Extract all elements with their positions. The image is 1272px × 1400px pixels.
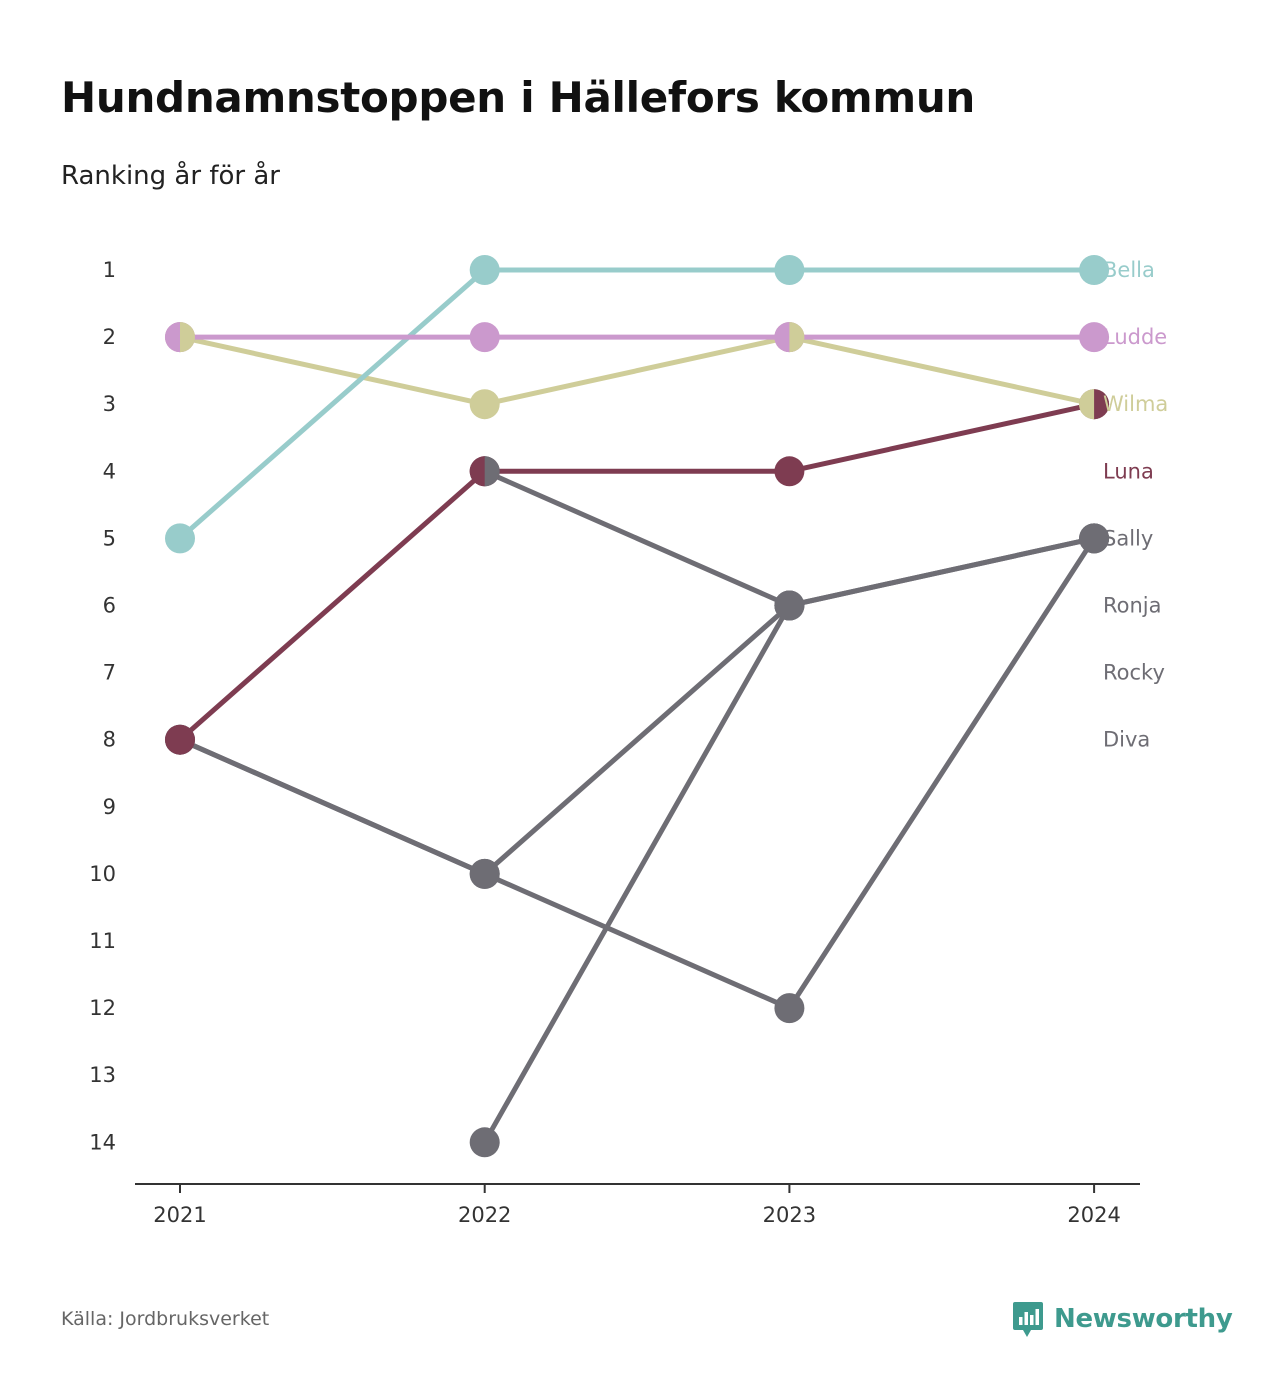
data-point-luna[interactable]: [165, 724, 195, 755]
split-marker-left: [774, 322, 790, 353]
brand-logo[interactable]: Newsworthy: [1012, 1300, 1233, 1338]
series-line-ronja: [786, 535, 1097, 1011]
series-line-luna: [177, 468, 488, 743]
series-label-bella: Bella: [1103, 258, 1155, 282]
data-point-sally[interactable]: [774, 590, 805, 621]
x-tick-label: 2024: [1067, 1203, 1120, 1227]
data-point-bella[interactable]: [469, 255, 500, 285]
series-label-wilma: Wilma: [1103, 392, 1168, 416]
y-tick-label: 4: [103, 459, 116, 483]
series-line-ronja: [482, 871, 792, 1011]
y-tick-label: 7: [103, 661, 116, 685]
series-line-luna: [786, 401, 1097, 474]
series-label-ludde: Ludde: [1103, 325, 1167, 349]
series-line-sally: [482, 468, 792, 608]
brand-name: Newsworthy: [1054, 1304, 1233, 1334]
data-point-ludde[interactable]: [469, 322, 500, 353]
y-tick-label: 2: [103, 325, 116, 349]
data-point-ludde[interactable]: [1079, 322, 1110, 353]
data-point-sally[interactable]: [1079, 523, 1110, 554]
split-marker-right: [484, 456, 500, 487]
series-line-wilma: [177, 334, 488, 407]
y-tick-label: 9: [103, 795, 116, 819]
series-label-luna: Luna: [1103, 459, 1154, 483]
data-point-ronja[interactable]: [469, 858, 500, 889]
chart-subtitle: Ranking år för år: [61, 161, 280, 191]
y-tick-label: 12: [89, 996, 116, 1020]
split-marker-left: [469, 456, 485, 487]
split-marker-left: [165, 322, 180, 353]
y-tick-label: 1: [103, 258, 116, 282]
y-tick-label: 10: [89, 862, 116, 886]
data-point-bella[interactable]: [1079, 255, 1110, 285]
x-tick-label: 2023: [763, 1203, 816, 1227]
y-tick-label: 14: [89, 1130, 116, 1154]
series-line-diva: [482, 603, 792, 877]
source-note: Källa: Jordbruksverket: [61, 1308, 270, 1330]
x-tick-label: 2021: [153, 1203, 206, 1227]
data-point-rocky[interactable]: [469, 1127, 500, 1158]
data-point-luna[interactable]: [774, 456, 805, 487]
data-point-bella[interactable]: [774, 255, 805, 285]
y-tick-label: 8: [103, 728, 116, 752]
chart-title: Hundnamnstoppen i Hällefors kommun: [61, 73, 976, 122]
y-tick-label: 11: [89, 929, 116, 953]
y-tick-label: 3: [103, 392, 116, 416]
data-point-wilma[interactable]: [469, 389, 500, 420]
split-marker-right: [789, 322, 805, 353]
series-labels: Bella Ludde Wilma Luna Sally Ronja Rocky Diva: [1103, 258, 1168, 752]
split-marker-right: [180, 322, 196, 353]
series-line-wilma: [482, 334, 792, 407]
series-label-sally: Sally: [1103, 526, 1153, 550]
series-lines: [177, 267, 1097, 1145]
series-label-diva: Diva: [1103, 728, 1150, 752]
series-line-bella: [177, 267, 488, 541]
split-marker-left: [1079, 389, 1095, 420]
series-line-wilma: [786, 334, 1097, 407]
x-axis-ticks: 2021 2022 2023 2024: [153, 1184, 1121, 1227]
series-label-rocky: Rocky: [1103, 661, 1165, 685]
y-tick-label: 13: [89, 1063, 116, 1087]
series-line-rocky: [482, 603, 792, 1145]
newsworthy-logo-icon: [1012, 1300, 1044, 1338]
x-tick-label: 2022: [458, 1203, 511, 1227]
data-point-ronja[interactable]: [774, 993, 805, 1024]
series-line-sally: [786, 535, 1097, 608]
split-marker-right: [1094, 389, 1110, 420]
series-points: [165, 255, 1110, 1158]
series-line-ronja: [177, 737, 488, 877]
data-point-bella[interactable]: [165, 523, 195, 554]
series-label-ronja: Ronja: [1103, 594, 1162, 618]
y-tick-label: 6: [103, 594, 116, 618]
y-tick-label: 5: [103, 526, 116, 550]
